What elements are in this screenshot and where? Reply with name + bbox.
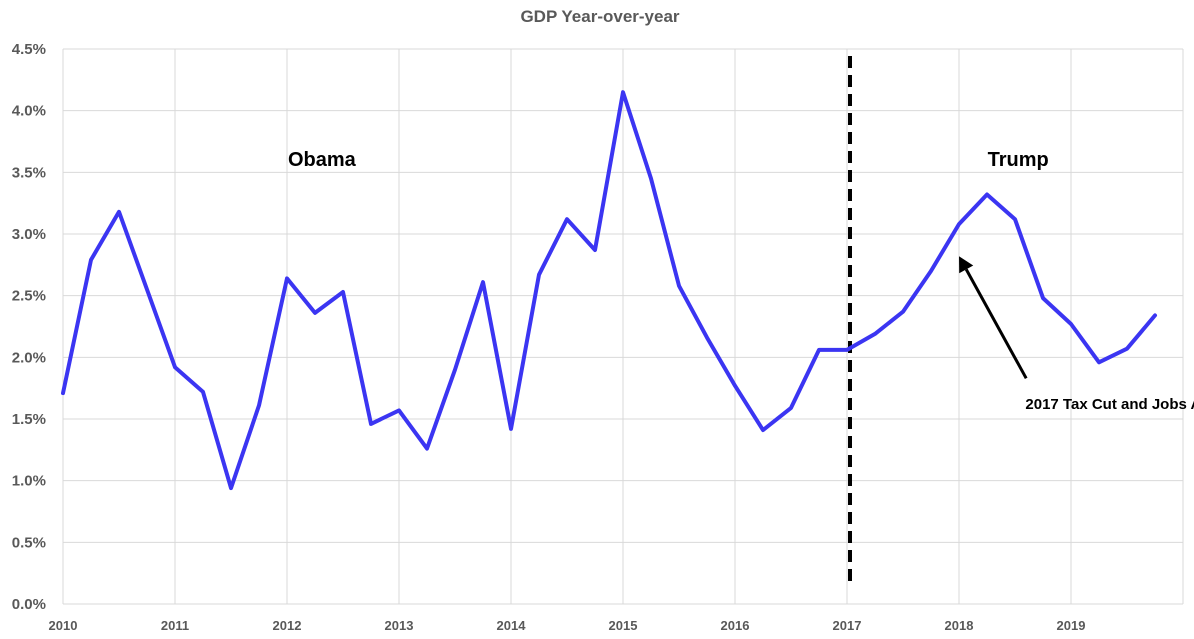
y-tick-label: 3.0% bbox=[12, 226, 46, 243]
series-layer bbox=[61, 90, 1157, 491]
x-tick-label: 2010 bbox=[49, 618, 78, 633]
x-tick-label: 2018 bbox=[945, 618, 974, 633]
annotation-arrow-shaft bbox=[964, 268, 1028, 380]
gdp-series-line bbox=[61, 90, 1157, 491]
x-tick-label: 2012 bbox=[273, 618, 302, 633]
y-tick-label: 1.5% bbox=[12, 411, 46, 428]
x-tick-label: 2016 bbox=[721, 618, 750, 633]
y-axis-ticks: 0.0% 0.5% 1.0% 1.5% 2.0% 2.5% 3.0% 3.5% 4.0% 4.5% bbox=[12, 41, 46, 613]
annotation-arrow-head bbox=[959, 256, 974, 274]
era-label-right: Trump bbox=[988, 149, 1049, 171]
grid-lines bbox=[62, 48, 1184, 605]
y-tick-label: 2.5% bbox=[12, 288, 46, 305]
x-tick-label: 2014 bbox=[497, 618, 527, 633]
annotation-text: 2017 Tax Cut and Jobs Act bbox=[1025, 396, 1194, 413]
chart-title: GDP Year-over-year bbox=[520, 7, 679, 26]
y-tick-label: 4.0% bbox=[12, 103, 46, 120]
y-tick-label: 3.5% bbox=[12, 164, 46, 181]
y-tick-label: 2.0% bbox=[12, 349, 46, 366]
y-tick-label: 4.5% bbox=[12, 41, 46, 58]
x-tick-label: 2011 bbox=[161, 618, 189, 633]
annotations: Obama Trump 2017 Tax Cut and Jobs Act bbox=[288, 149, 1194, 413]
y-tick-label: 1.0% bbox=[12, 473, 46, 490]
x-axis-ticks: 2010 2011 2012 2013 2014 2015 2016 2017 2018 2019 bbox=[49, 618, 1086, 633]
x-tick-label: 2013 bbox=[385, 618, 414, 633]
x-tick-label: 2019 bbox=[1057, 618, 1086, 633]
era-label-left: Obama bbox=[288, 149, 357, 171]
x-tick-label: 2015 bbox=[609, 618, 638, 633]
y-tick-label: 0.5% bbox=[12, 534, 46, 551]
x-tick-label: 2017 bbox=[833, 618, 862, 633]
y-tick-label: 0.0% bbox=[12, 596, 46, 613]
